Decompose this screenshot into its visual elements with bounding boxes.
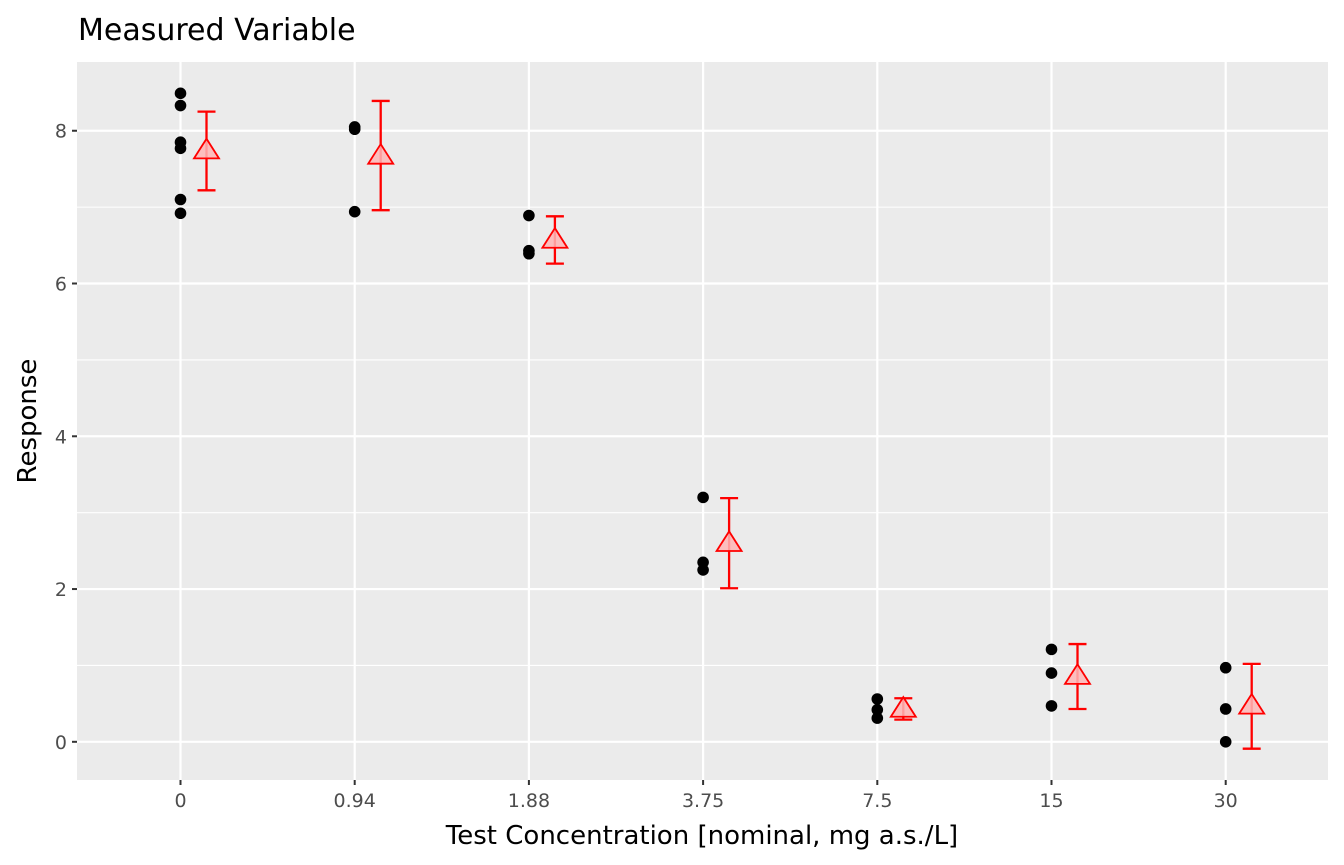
x-axis: 0 0.94 1.88 3.75 7.5 15 30 — [174, 780, 1238, 812]
x-tick-label: 0.94 — [334, 790, 376, 812]
data-point — [871, 703, 884, 716]
data-point — [348, 205, 361, 218]
data-point — [174, 142, 187, 155]
data-point — [871, 712, 884, 724]
mean-marker — [1237, 692, 1266, 715]
data-point — [1219, 736, 1232, 748]
x-tick-label: 1.88 — [508, 790, 550, 812]
mean-marker — [714, 529, 744, 552]
data-point — [697, 564, 709, 576]
mean-marker — [889, 695, 918, 718]
y-tick-label: 8 — [55, 121, 67, 143]
x-tick-label: 3.75 — [682, 790, 724, 812]
data-point — [697, 491, 709, 504]
y-tick-label: 2 — [55, 579, 67, 601]
x-axis-title: Test Concentration [nominal, mg a.s./L] — [445, 821, 958, 851]
data-point — [871, 693, 884, 705]
mean-ci-summaries — [192, 99, 1266, 750]
raw-data-points — [174, 87, 1232, 748]
data-point — [1219, 703, 1232, 715]
mean-marker — [540, 226, 570, 249]
data-point — [348, 123, 361, 136]
x-tick-label: 0 — [174, 790, 186, 812]
chart-title: Measured Variable — [78, 13, 356, 48]
mean-marker — [192, 137, 221, 160]
data-point — [1045, 700, 1058, 712]
mean-marker — [1063, 662, 1092, 685]
data-point — [174, 87, 187, 100]
y-axis: 0 2 4 6 8 — [55, 121, 77, 754]
x-tick-label: 30 — [1214, 790, 1238, 812]
mean-marker — [366, 142, 395, 165]
y-axis-title: Response — [13, 359, 43, 484]
data-point — [174, 193, 187, 206]
data-point — [1219, 661, 1232, 674]
data-point — [174, 99, 187, 112]
data-point — [1045, 643, 1058, 656]
data-point — [523, 209, 535, 222]
data-point — [174, 207, 187, 220]
data-point — [523, 247, 535, 260]
y-tick-label: 0 — [55, 732, 67, 754]
major-gridlines — [77, 62, 1328, 780]
x-tick-label: 15 — [1039, 790, 1063, 812]
y-tick-label: 4 — [55, 426, 67, 448]
data-point — [1045, 667, 1058, 679]
x-tick-label: 7.5 — [862, 790, 892, 812]
y-tick-label: 6 — [55, 274, 67, 296]
